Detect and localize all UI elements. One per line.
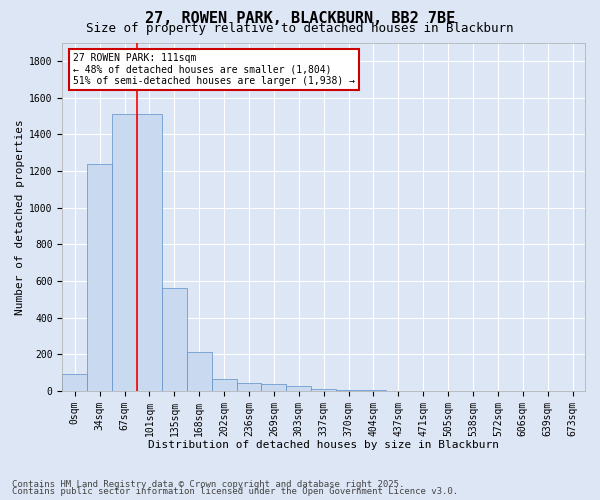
Bar [162, 288, 187, 391]
Text: Size of property relative to detached houses in Blackburn: Size of property relative to detached ho… [86, 22, 514, 35]
Bar [236, 382, 262, 391]
Bar [262, 384, 286, 391]
Bar [286, 386, 311, 391]
Bar [212, 379, 236, 391]
X-axis label: Distribution of detached houses by size in Blackburn: Distribution of detached houses by size … [148, 440, 499, 450]
Bar [187, 352, 212, 391]
Bar [87, 164, 112, 391]
Text: 27, ROWEN PARK, BLACKBURN, BB2 7BE: 27, ROWEN PARK, BLACKBURN, BB2 7BE [145, 11, 455, 26]
Bar [336, 390, 361, 391]
Text: Contains public sector information licensed under the Open Government Licence v3: Contains public sector information licen… [12, 487, 458, 496]
Text: Contains HM Land Registry data © Crown copyright and database right 2025.: Contains HM Land Registry data © Crown c… [12, 480, 404, 489]
Bar [137, 114, 162, 391]
Text: 27 ROWEN PARK: 111sqm
← 48% of detached houses are smaller (1,804)
51% of semi-d: 27 ROWEN PARK: 111sqm ← 48% of detached … [73, 53, 355, 86]
Bar [311, 389, 336, 391]
Y-axis label: Number of detached properties: Number of detached properties [15, 119, 25, 314]
Bar [361, 390, 386, 391]
Bar [112, 114, 137, 391]
Bar [62, 374, 87, 391]
